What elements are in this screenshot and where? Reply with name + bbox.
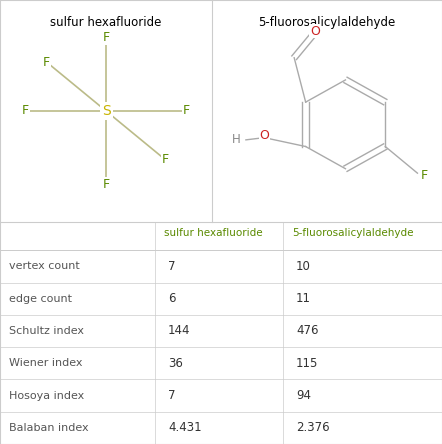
Text: F: F — [22, 104, 29, 118]
Text: S: S — [102, 104, 110, 118]
Text: 5-fluorosalicylaldehyde: 5-fluorosalicylaldehyde — [292, 228, 413, 238]
Text: sulfur hexafluoride: sulfur hexafluoride — [164, 228, 262, 238]
Text: 4.431: 4.431 — [168, 421, 202, 434]
Text: 5-fluorosalicylaldehyde: 5-fluorosalicylaldehyde — [259, 16, 396, 28]
Text: F: F — [421, 169, 428, 182]
Text: 115: 115 — [296, 357, 319, 370]
Text: edge count: edge count — [9, 294, 72, 304]
Text: 11: 11 — [296, 292, 311, 305]
Text: 144: 144 — [168, 325, 191, 337]
Text: 7: 7 — [168, 260, 175, 273]
Text: 10: 10 — [296, 260, 311, 273]
Text: 36: 36 — [168, 357, 183, 370]
Text: Wiener index: Wiener index — [9, 358, 82, 368]
Text: O: O — [310, 24, 320, 38]
Text: 476: 476 — [296, 325, 319, 337]
Text: F: F — [162, 153, 169, 166]
Text: 6: 6 — [168, 292, 175, 305]
Text: Hosoya index: Hosoya index — [9, 391, 84, 400]
Text: vertex count: vertex count — [9, 262, 80, 271]
Text: Schultz index: Schultz index — [9, 326, 84, 336]
Text: F: F — [103, 178, 110, 191]
Text: 2.376: 2.376 — [296, 421, 330, 434]
Text: H: H — [232, 133, 241, 147]
Text: F: F — [183, 104, 190, 118]
Text: O: O — [259, 129, 269, 142]
Text: F: F — [103, 31, 110, 44]
Text: sulfur hexafluoride: sulfur hexafluoride — [50, 16, 162, 28]
Text: Balaban index: Balaban index — [9, 423, 88, 433]
Text: 7: 7 — [168, 389, 175, 402]
Text: F: F — [43, 56, 50, 69]
Text: 94: 94 — [296, 389, 311, 402]
